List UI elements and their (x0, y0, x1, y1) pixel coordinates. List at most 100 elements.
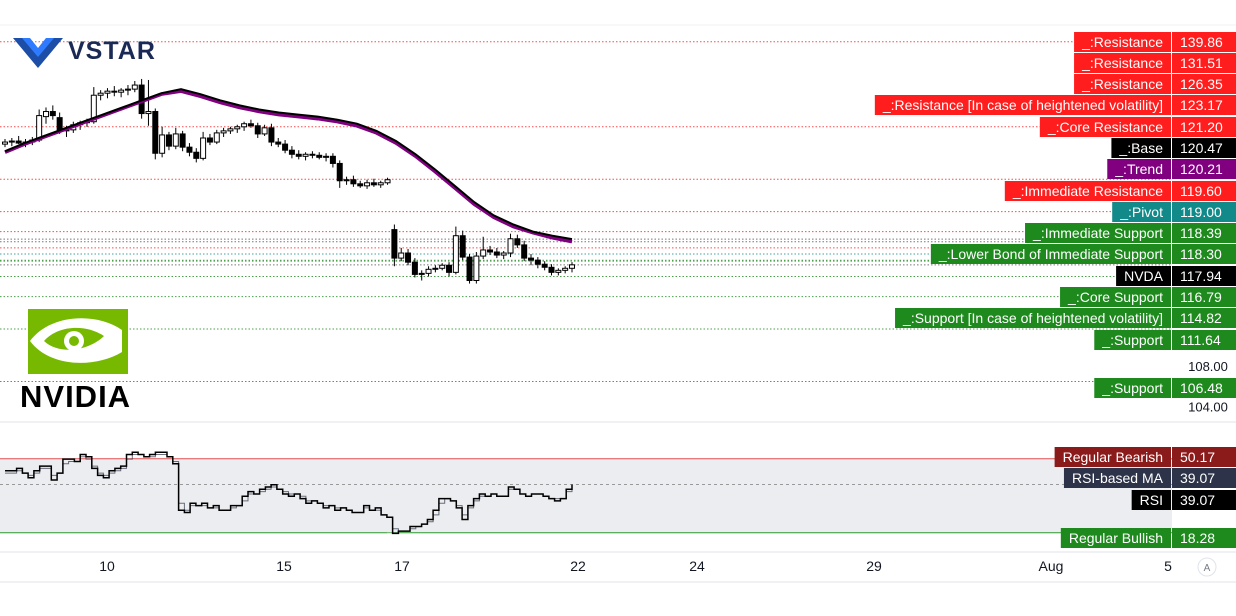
price-level-value-box-11 (1172, 266, 1236, 286)
nvidia-logo: NVIDIA (20, 309, 131, 414)
price-level-name-11: NVDA (1124, 268, 1164, 284)
rsi-band (0, 458, 1172, 533)
candle-body (200, 137, 207, 159)
candle-body (118, 89, 125, 93)
price-level-value-box-3 (1172, 95, 1236, 115)
price-level-value-box-7 (1172, 181, 1236, 201)
candle-body (165, 134, 172, 147)
price-level-name-7: _:Immediate Resistance (1012, 183, 1163, 199)
candle-body (432, 267, 439, 270)
x-tick-label: 17 (394, 558, 410, 574)
price-level-name-box-8 (1112, 202, 1171, 222)
price-level-value-2: 126.35 (1180, 76, 1223, 92)
candle-body (473, 255, 480, 282)
price-level-value-box-14 (1172, 330, 1236, 350)
candle-body (569, 264, 575, 269)
rsi-level-value-0: 50.17 (1180, 449, 1215, 465)
candle-body (398, 252, 405, 259)
candle-body (268, 127, 275, 143)
base-ma-line (4, 88, 573, 241)
y-tick-label: 108.00 (1188, 359, 1228, 374)
nvidia-wordmark: NVIDIA (20, 379, 131, 414)
price-level-value-box-10 (1172, 244, 1236, 264)
y-tick-label: 104.00 (1188, 400, 1228, 415)
candle-body (227, 128, 234, 132)
candle-body (343, 179, 350, 182)
price-level-name-box-12 (1060, 287, 1171, 307)
price-level-value-0: 139.86 (1180, 34, 1223, 50)
price-level-value-13: 114.82 (1180, 310, 1222, 326)
rsi-level-value-1: 39.07 (1180, 470, 1215, 486)
rsi-level-value-box-3 (1172, 528, 1236, 548)
rsi-level-name-box-3 (1060, 528, 1171, 548)
candle-body (384, 179, 391, 184)
candle-body (275, 141, 282, 145)
candle-body (206, 137, 213, 143)
rsi-level-name-2: RSI (1140, 492, 1163, 508)
vstar-wordmark: VSTAR (68, 37, 156, 65)
candle-body (514, 238, 521, 246)
candle-body (49, 111, 56, 117)
candle-body (172, 133, 179, 147)
price-level-value-7: 119.60 (1180, 183, 1222, 199)
x-tick-label: 29 (866, 558, 882, 574)
price-level-name-box-2 (1074, 74, 1171, 94)
candle-body (213, 132, 220, 143)
price-level-name-box-11 (1116, 266, 1171, 286)
price-level-name-0: _:Resistance (1081, 34, 1163, 50)
price-level-value-box-1 (1172, 53, 1236, 73)
candle-body (145, 111, 152, 115)
candle-body (104, 90, 111, 94)
price-level-value-box-0 (1172, 32, 1236, 52)
candle-body (295, 153, 302, 157)
candle-body (234, 126, 241, 130)
candle-body (90, 94, 97, 123)
candle-body (124, 88, 131, 91)
candle-body (42, 111, 49, 118)
rsi-level-name-0: Regular Bearish (1063, 449, 1163, 465)
rsi-level-name-3: Regular Bullish (1069, 530, 1163, 546)
candle-body (261, 127, 268, 135)
candle-body (466, 256, 473, 282)
candle-body (446, 264, 453, 273)
candle-body (487, 249, 494, 253)
candle-body (241, 123, 248, 128)
candle-body (186, 146, 193, 153)
x-tick-label: 10 (99, 558, 115, 574)
rsi-line (5, 451, 573, 535)
vstar-logo: VSTAR (13, 37, 156, 68)
price-level-value-3: 123.17 (1180, 97, 1223, 113)
price-level-name-6: _:Trend (1114, 161, 1163, 177)
price-level-name-box-9 (1025, 223, 1171, 243)
rsi-panel (0, 451, 1172, 535)
candle-body (548, 266, 555, 273)
candle-body (493, 251, 500, 256)
x-tick-label: 5 (1164, 558, 1172, 574)
price-level-name-14: _:Support (1101, 332, 1163, 348)
price-level-name-box-5 (1111, 138, 1171, 158)
candle-body (302, 153, 309, 157)
price-level-name-box-13 (895, 308, 1171, 328)
time-axis: 108.00 104.00 10 15 17 22 24 29 Aug 5 A (99, 359, 1228, 577)
rsi-level-name-box-0 (1054, 447, 1171, 467)
price-level-name-2: _:Resistance (1081, 76, 1163, 92)
candle-body (323, 155, 330, 158)
price-level-value-box-6 (1172, 159, 1236, 179)
price-level-value-5: 120.47 (1180, 140, 1223, 156)
vstar-chevron-icon (13, 38, 63, 68)
rsi-level-name-box-1 (1063, 468, 1171, 488)
candle-body (329, 155, 336, 164)
candle-body (2, 141, 8, 145)
price-level-name-box-7 (1004, 181, 1171, 201)
candle-body (411, 261, 418, 275)
candle-body (131, 84, 138, 90)
price-level-name-15: _:Support (1101, 380, 1163, 396)
candle-body (357, 183, 364, 187)
price-level-name-box-4 (1039, 117, 1171, 137)
candle-body (459, 235, 466, 258)
rsi-level-name-1: RSI-based MA (1072, 470, 1164, 486)
nvidia-eye-core (69, 336, 79, 346)
price-level-name-9: _:Immediate Support (1032, 225, 1163, 241)
candle-body (350, 179, 357, 185)
rsi-level-value-box-0 (1172, 447, 1236, 467)
